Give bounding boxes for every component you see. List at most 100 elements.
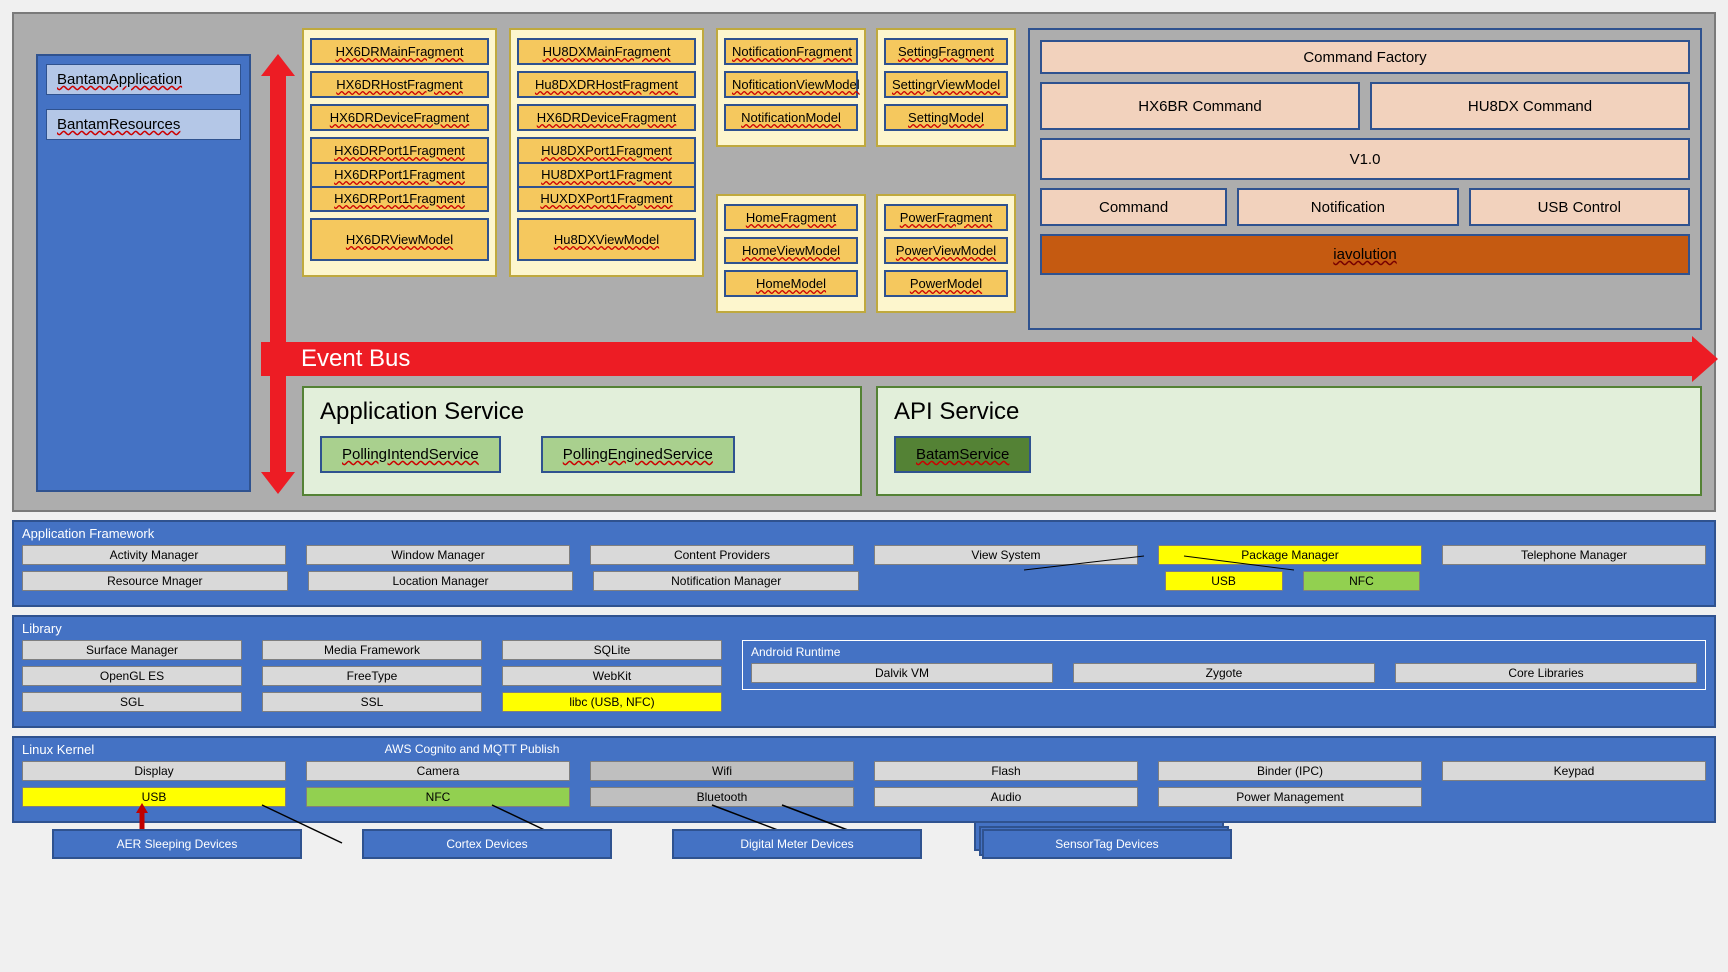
hu8dx-group: HU8DXMainFragment Hu8DXDRHostFragment HX… [509, 28, 704, 277]
architecture-canvas: BantamApplication BantamResources HX6DRM… [12, 12, 1716, 512]
port-stack: HU8DXPort1Fragment HU8DXPort1Fragment HU… [517, 137, 696, 212]
command-factory-title: Command Factory [1040, 40, 1690, 74]
surface-manager: Surface Manager [22, 640, 242, 660]
frag-box: HX6DRPort1Fragment [310, 161, 489, 188]
frag-box: SettingrViewModel [884, 71, 1008, 98]
frag-box: HX6DRPort1Fragment [310, 137, 489, 164]
opengl-es: OpenGL ES [22, 666, 242, 686]
polling-engined-service: PollingEnginedService [541, 436, 735, 473]
sensortag-devices: SensorTag Devices [982, 829, 1232, 859]
frag-box: PowerFragment [884, 204, 1008, 231]
bantam-application-box: BantamApplication [46, 64, 241, 95]
frag-box: HomeFragment [724, 204, 858, 231]
app-column: BantamApplication BantamResources [36, 54, 251, 492]
sqlite: SQLite [502, 640, 722, 660]
activity-manager: Activity Manager [22, 545, 286, 565]
media-framework: Media Framework [262, 640, 482, 660]
power-group: PowerFragment PowerViewModel PowerModel [876, 194, 1016, 313]
frag-box: HU8DXMainFragment [517, 38, 696, 65]
location-manager: Location Manager [308, 571, 574, 591]
layer-title: Application Framework [22, 526, 1706, 541]
iavolution-box: iavolution [1040, 234, 1690, 275]
power-mgmt-drv: Power Management [1158, 787, 1422, 807]
frag-box: HomeViewModel [724, 237, 858, 264]
frag-box: NotificationFragment [724, 38, 858, 65]
usb-drv: USB [22, 787, 286, 807]
frag-box: HX6DRHostFragment [310, 71, 489, 98]
display-drv: Display [22, 761, 286, 781]
application-service-group: Application Service PollingIntendService… [302, 386, 862, 496]
frag-box: HU8DXPort1Fragment [517, 161, 696, 188]
view-system: View System [874, 545, 1138, 565]
cortex-devices: Cortex Devices [362, 829, 612, 859]
frag-box: HomeModel [724, 270, 858, 297]
setting-group: SettingFragment SettingrViewModel Settin… [876, 28, 1016, 147]
event-bus-arrow: Event Bus [261, 336, 1718, 382]
frag-box: SettingModel [884, 104, 1008, 131]
android-runtime-title: Android Runtime [751, 645, 1697, 659]
frag-box: HX6DRDeviceFragment [310, 104, 489, 131]
webkit: WebKit [502, 666, 722, 686]
libc: libc (USB, NFC) [502, 692, 722, 712]
api-service-group: API Service BatamService [876, 386, 1702, 496]
window-manager: Window Manager [306, 545, 570, 565]
command-factory-group: Command Factory HX6BR Command HU8DX Comm… [1028, 28, 1702, 330]
digital-meter-devices: Digital Meter Devices [672, 829, 922, 859]
nfc-drv: NFC [306, 787, 570, 807]
library-layer: Library Surface Manager Media Framework … [12, 615, 1716, 728]
bluetooth-drv: Bluetooth [590, 787, 854, 807]
audio-drv: Audio [874, 787, 1138, 807]
api-service-title: API Service [894, 398, 1684, 426]
layer-subtitle: AWS Cognito and MQTT Publish [322, 742, 622, 757]
android-runtime-box: Android Runtime Dalvik VM Zygote Core Li… [742, 640, 1706, 690]
frag-box: Hu8DXDRHostFragment [517, 71, 696, 98]
flash-drv: Flash [874, 761, 1138, 781]
package-manager: Package Manager [1158, 545, 1422, 565]
core-libraries: Core Libraries [1395, 663, 1697, 683]
frag-box: HX6DRPort1Fragment [310, 185, 489, 212]
sgl: SGL [22, 692, 242, 712]
usb-pill: USB [1165, 571, 1283, 591]
frag-box: HX6DRDeviceFragment [517, 104, 696, 131]
frag-box: NotificationModel [724, 104, 858, 131]
dalvik-vm: Dalvik VM [751, 663, 1053, 683]
batam-service: BatamService [894, 436, 1031, 473]
event-bus-label: Event Bus [261, 342, 1692, 376]
binder-drv: Binder (IPC) [1158, 761, 1422, 781]
content-providers: Content Providers [590, 545, 854, 565]
frag-box: SettingFragment [884, 38, 1008, 65]
hx6br-command: HX6BR Command [1040, 82, 1360, 130]
hx6dr-group: HX6DRMainFragment HX6DRHostFragment HX6D… [302, 28, 497, 277]
bantam-resources-box: BantamResources [46, 109, 241, 140]
frag-box: PowerModel [884, 270, 1008, 297]
telephone-manager: Telephone Manager [1442, 545, 1706, 565]
frag-box: NofiticationViewModel [724, 71, 858, 98]
devices-row: AER Sleeping Devices Cortex Devices Digi… [52, 829, 1716, 859]
frag-box: PowerViewModel [884, 237, 1008, 264]
viewmodel-box: Hu8DXViewModel [517, 218, 696, 261]
keypad-drv: Keypad [1442, 761, 1706, 781]
layer-title: Library [22, 621, 1706, 636]
aer-devices: AER Sleeping Devices [52, 829, 302, 859]
hu8dx-command: HU8DX Command [1370, 82, 1690, 130]
resource-manager: Resource Mnager [22, 571, 288, 591]
notification-group: NotificationFragment NofiticationViewMod… [716, 28, 866, 147]
usb-control-box: USB Control [1469, 188, 1690, 226]
wifi-drv: Wifi [590, 761, 854, 781]
zygote: Zygote [1073, 663, 1375, 683]
ssl: SSL [262, 692, 482, 712]
nfc-pill: NFC [1303, 571, 1421, 591]
layer-title: Linux Kernel [22, 742, 322, 757]
notification-manager: Notification Manager [593, 571, 859, 591]
frag-box: HUXDXPort1Fragment [517, 185, 696, 212]
application-service-title: Application Service [320, 398, 844, 426]
polling-intend-service: PollingIntendService [320, 436, 501, 473]
version-box: V1.0 [1040, 138, 1690, 180]
frag-box: HU8DXPort1Fragment [517, 137, 696, 164]
viewmodel-box: HX6DRViewModel [310, 218, 489, 261]
application-framework-layer: Application Framework Activity Manager W… [12, 520, 1716, 607]
linux-kernel-layer: Linux Kernel AWS Cognito and MQTT Publis… [12, 736, 1716, 823]
event-bus-vertical-arrow [261, 54, 295, 494]
camera-drv: Camera [306, 761, 570, 781]
port-stack: HX6DRPort1Fragment HX6DRPort1Fragment HX… [310, 137, 489, 212]
